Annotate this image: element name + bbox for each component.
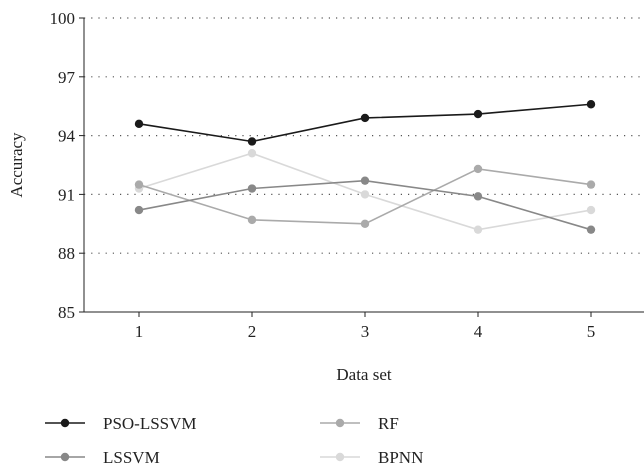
y-tick-label: 100 bbox=[50, 9, 76, 28]
y-tick-label: 94 bbox=[58, 127, 76, 146]
data-point-rf bbox=[473, 164, 483, 174]
x-tick-label: 2 bbox=[248, 322, 257, 341]
data-point-lssvm bbox=[247, 184, 257, 193]
legend-label: BPNN bbox=[378, 448, 423, 467]
data-point-rf bbox=[586, 180, 596, 189]
x-tick-label: 5 bbox=[587, 322, 596, 341]
x-tick-label: 4 bbox=[474, 322, 483, 341]
y-tick-label: 88 bbox=[58, 244, 75, 263]
series-rf bbox=[134, 164, 596, 228]
data-point-bpnn bbox=[586, 205, 596, 215]
data-point-lssvm bbox=[360, 176, 370, 185]
data-point-pso-lssvm bbox=[586, 100, 596, 109]
y-tick-label: 97 bbox=[58, 68, 76, 87]
legend-item-bpnn: BPNN bbox=[320, 448, 423, 467]
y-tick-label: 91 bbox=[58, 185, 75, 204]
data-point-lssvm bbox=[473, 192, 483, 201]
axes bbox=[83, 18, 644, 313]
series-lssvm bbox=[134, 176, 596, 234]
gridlines bbox=[84, 17, 644, 254]
y-tick-label: 85 bbox=[58, 303, 75, 322]
legend-label: LSSVM bbox=[103, 448, 160, 467]
legend-item-rf: RF bbox=[320, 414, 399, 433]
x-tick-label: 3 bbox=[361, 322, 370, 341]
x-axis-title: Data set bbox=[336, 365, 392, 384]
legend-marker bbox=[60, 452, 70, 462]
data-point-pso-lssvm bbox=[134, 119, 144, 129]
x-tick-label: 1 bbox=[135, 322, 144, 341]
data-point-bpnn bbox=[473, 225, 483, 234]
data-point-pso-lssvm bbox=[360, 113, 370, 123]
legend-item-pso-lssvm: PSO-LSSVM bbox=[45, 414, 197, 433]
legend-item-lssvm: LSSVM bbox=[45, 448, 160, 467]
data-point-rf bbox=[360, 219, 370, 228]
data-point-pso-lssvm bbox=[473, 109, 483, 119]
legend-label: RF bbox=[378, 414, 399, 433]
data-point-pso-lssvm bbox=[247, 137, 257, 146]
legend-marker bbox=[335, 418, 345, 428]
legend-marker bbox=[60, 418, 70, 428]
data-point-bpnn bbox=[360, 190, 370, 199]
tick-labels: 85 88 91 94 97 100 1 2 3 4 5 bbox=[50, 9, 596, 341]
series-bpnn bbox=[134, 149, 596, 234]
data-point-lssvm bbox=[134, 205, 144, 215]
data-point-rf bbox=[247, 215, 257, 225]
data-point-bpnn bbox=[247, 149, 257, 158]
legend: PSO-LSSVM LSSVM RF BPNN bbox=[45, 414, 423, 467]
series-pso-lssvm bbox=[134, 100, 596, 146]
legend-marker bbox=[335, 452, 345, 462]
data-point-rf bbox=[134, 180, 144, 189]
y-axis-title: Accuracy bbox=[7, 132, 26, 198]
legend-label: PSO-LSSVM bbox=[103, 414, 197, 433]
data-point-lssvm bbox=[586, 225, 596, 234]
series bbox=[134, 100, 596, 234]
